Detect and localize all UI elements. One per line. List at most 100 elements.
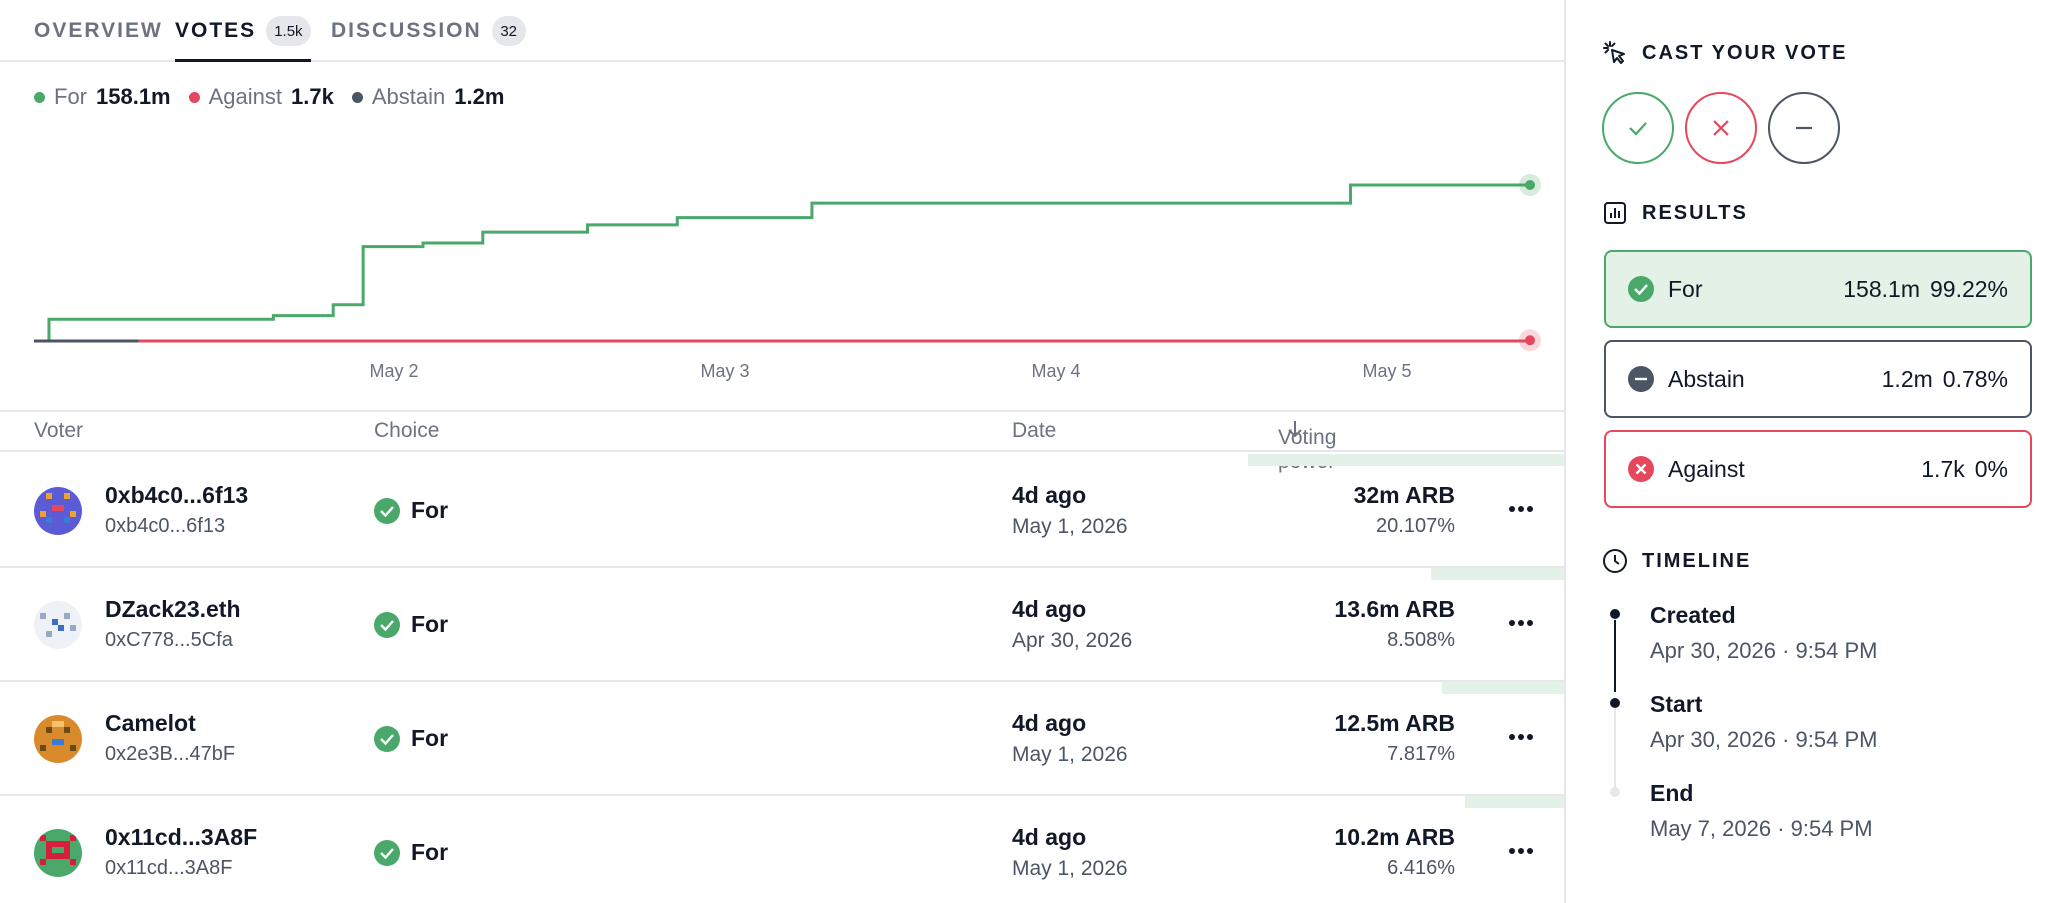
cast-vote-heading: CAST YOUR VOTE (1602, 40, 1847, 66)
vote-date: May 1, 2026 (1012, 857, 1128, 880)
votes-over-time-chart: May 2 May 3 May 4 May 5 (34, 174, 1541, 381)
avatar[interactable] (34, 829, 82, 877)
avatar[interactable] (34, 715, 82, 763)
timeline-start-label: Start (1650, 691, 1703, 717)
check-icon (1629, 122, 1647, 136)
timeline-dot (1610, 787, 1620, 797)
more-options-button[interactable] (1506, 722, 1536, 752)
sort-arrow-down-icon (1288, 421, 1302, 438)
series-end-point (1525, 335, 1535, 346)
timeline-created-label: Created (1650, 602, 1736, 628)
tab-label: DISCUSSION (331, 19, 482, 42)
abstain-dot-icon (351, 91, 363, 103)
check-circle-icon (1628, 276, 1654, 302)
choice-label: For (411, 497, 449, 523)
voting-power-bar (1465, 796, 1564, 808)
table-row[interactable]: 0xb4c0...6f13 0xb4c0...6f13 For 4d ago May 1… (0, 454, 1564, 568)
more-options-button[interactable] (1506, 836, 1536, 866)
timeline-start-date: Apr 30, 2026 · 9:54 PM (1650, 727, 1878, 752)
voter-address: 0xb4c0...6f13 (105, 515, 226, 537)
section-title-text: RESULTS (1642, 201, 1748, 224)
vote-against-button[interactable] (1685, 92, 1757, 164)
bar-chart-icon (1604, 202, 1626, 224)
tab-votes[interactable]: VOTES 1.5k (175, 0, 311, 62)
tab-overview[interactable]: OVERVIEW (34, 0, 163, 62)
vote-date-relative: 4d ago (1012, 710, 1087, 736)
tab-discussion[interactable]: DISCUSSION 32 (331, 0, 526, 62)
column-header-choice: Choice (374, 419, 440, 442)
voting-power-percent: 20.107% (1376, 515, 1455, 537)
vote-abstain-button[interactable] (1768, 92, 1840, 164)
voter-address: 0x2e3B...47bF (105, 743, 236, 765)
voter-name[interactable]: Camelot (105, 710, 196, 736)
check-circle-icon (374, 611, 400, 638)
votes-panel: OVERVIEW VOTES 1.5k DISCUSSION 32 For 15… (0, 0, 1566, 903)
column-header-voter: Voter (34, 419, 84, 442)
result-percent: 0.78% (1942, 365, 2008, 392)
result-abstain: Abstain 1.2m 0.78% (1604, 340, 2032, 418)
result-amount: 1.2m (1881, 365, 1933, 392)
votes-table-header: Voter Choice Date Voting power (0, 410, 1564, 473)
voting-power-amount: 12.5m ARB (1334, 710, 1455, 736)
legend-label: Against (208, 84, 283, 109)
tab-count-badge: 1.5k (266, 16, 311, 46)
legend-label: For (54, 84, 87, 109)
result-percent: 99.22% (1929, 275, 2008, 302)
result-label: Abstain (1668, 365, 1745, 392)
series-line-against (138, 339, 1532, 343)
table-row[interactable]: DZack23.eth 0xC778...5Cfa For 4d ago Apr 30,… (0, 568, 1564, 682)
vote-choice: For (374, 725, 448, 752)
result-amount: 1.7k (1921, 455, 1965, 482)
series-end-point (1525, 180, 1535, 190)
section-title-text: TIMELINE (1642, 549, 1752, 572)
voting-power-bar (1248, 454, 1564, 466)
voter-address: 0x11cd...3A8F (105, 857, 233, 879)
legend-item-against: Against 1.7k (188, 84, 334, 110)
cursor-click-icon (1603, 41, 1625, 64)
voting-power-amount: 32m ARB (1353, 482, 1455, 508)
vote-date: May 1, 2026 (1012, 515, 1128, 538)
more-horizontal-icon (1509, 734, 1533, 740)
choice-label: For (411, 839, 449, 865)
more-horizontal-icon (1509, 848, 1533, 854)
legend-item-abstain: Abstain 1.2m (351, 84, 505, 110)
column-header-date: Date (1012, 419, 1057, 442)
result-for: For 158.1m 99.22% (1604, 250, 2032, 328)
choice-label: For (411, 611, 449, 637)
legend-value: 1.2m (454, 84, 505, 109)
timeline-line (1614, 620, 1616, 692)
timeline-created-date: Apr 30, 2026 · 9:54 PM (1650, 638, 1878, 663)
timeline-end-date: May 7, 2026 · 9:54 PM (1650, 816, 1873, 841)
table-row[interactable]: Camelot 0x2e3B...47bF For 4d ago May 1, 2026… (0, 682, 1564, 796)
x-circle-icon (1628, 456, 1654, 482)
more-options-button[interactable] (1506, 494, 1536, 524)
timeline-dot (1610, 698, 1620, 708)
voter-name[interactable]: 0x11cd...3A8F (105, 824, 258, 850)
result-amount: 158.1m (1843, 275, 1920, 302)
x-tick-label: May 3 (700, 361, 749, 381)
voting-power-bar (1431, 568, 1564, 580)
voter-name[interactable]: 0xb4c0...6f13 (105, 482, 249, 508)
x-tick-label: May 5 (1362, 361, 1411, 381)
tab-label: OVERVIEW (34, 19, 163, 42)
voting-power-percent: 7.817% (1387, 743, 1455, 765)
vote-date-relative: 4d ago (1012, 596, 1087, 622)
timeline-end-label: End (1650, 780, 1694, 806)
check-circle-icon (374, 725, 400, 752)
vote-choice: For (374, 839, 448, 866)
voting-power-percent: 8.508% (1387, 629, 1455, 651)
vote-for-button[interactable] (1602, 92, 1674, 164)
close-icon (1713, 120, 1729, 136)
column-header-voting-power[interactable]: Voting power (1278, 419, 1336, 473)
legend-label: Abstain (371, 84, 446, 109)
timeline-heading: TIMELINE (1602, 548, 1751, 574)
series-line-for (34, 183, 1530, 343)
avatar[interactable] (34, 487, 82, 535)
voter-name[interactable]: DZack23.eth (105, 596, 241, 622)
avatar[interactable] (34, 601, 82, 649)
vote-date-relative: 4d ago (1012, 824, 1087, 850)
table-row[interactable]: 0x11cd...3A8F 0x11cd...3A8F For 4d ago May 1… (0, 796, 1564, 903)
x-tick-label: May 4 (1031, 361, 1080, 381)
more-options-button[interactable] (1506, 608, 1536, 638)
vote-choice: For (374, 611, 448, 638)
